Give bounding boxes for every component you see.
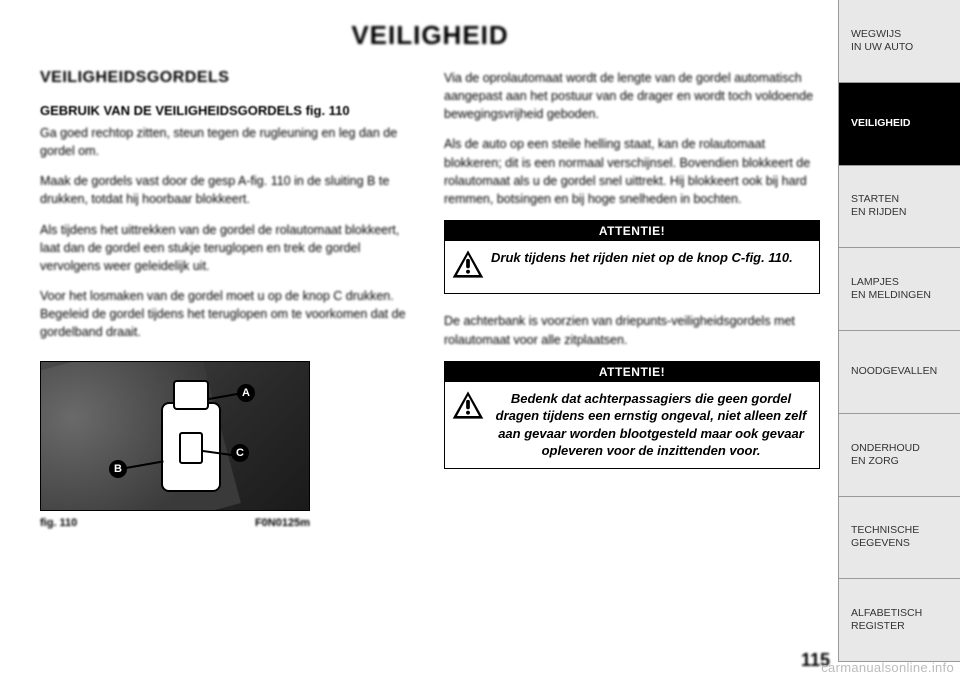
figure-number: fig. 110 [40, 517, 77, 529]
warning-text-1: Druk tijdens het rijden niet op de knop … [491, 247, 811, 286]
content-columns: VEILIGHEIDSGORDELS GEBRUIK VAN DE VEILIG… [40, 69, 820, 529]
watermark: carmanualsonline.info [821, 660, 954, 675]
figure-code: F0N0125m [255, 517, 310, 529]
release-button-shape [179, 432, 203, 464]
sidebar-label: STARTENEN RIJDEN [851, 193, 906, 219]
warning-body-2: Bedenk dat achterpassagiers die geen gor… [445, 382, 819, 468]
body-para-r3: De achterbank is voorzien van driepunts-… [444, 312, 820, 348]
body-para-2: Maak de gordels vast door de gesp A-fig.… [40, 172, 416, 208]
warning-title-2: ATTENTIE! [445, 362, 819, 382]
warning-triangle-icon [451, 388, 485, 460]
sidebar-label: VEILIGHEID [851, 117, 911, 130]
sidebar-label: ONDERHOUDEN ZORG [851, 442, 920, 468]
left-column: VEILIGHEIDSGORDELS GEBRUIK VAN DE VEILIG… [40, 69, 416, 529]
sidebar-label: TECHNISCHEGEGEVENS [851, 524, 919, 550]
sidebar-tab-veiligheid[interactable]: VEILIGHEID [838, 83, 960, 166]
sidebar-label: ALFABETISCHREGISTER [851, 607, 922, 633]
warning-box-1: ATTENTIE! Druk tijdens het rijden niet o… [444, 220, 820, 295]
sidebar-nav: WEGWIJSIN UW AUTO VEILIGHEID STARTENEN R… [838, 0, 960, 662]
sidebar-tab-lampjes[interactable]: LAMPJESEN MELDINGEN [838, 248, 960, 331]
label-a: A [237, 384, 255, 402]
figure-illustration: A B C [40, 361, 310, 511]
section-title: VEILIGHEIDSGORDELS [40, 69, 416, 87]
body-para-3: Als tijdens het uittrekken van de gordel… [40, 221, 416, 275]
right-column: Via de oprolautomaat wordt de lengte van… [444, 69, 820, 529]
sidebar-tab-starten[interactable]: STARTENEN RIJDEN [838, 166, 960, 249]
figure-caption: fig. 110 F0N0125m [40, 517, 310, 529]
warning-title-1: ATTENTIE! [445, 221, 819, 241]
figure-110: A B C fig. 110 F0N0125m [40, 361, 310, 529]
sidebar-tab-noodgevallen[interactable]: NOODGEVALLEN [838, 331, 960, 414]
body-para-r2: Als de auto op een steile helling staat,… [444, 135, 820, 208]
body-para-4: Voor het losmaken van de gordel moet u o… [40, 287, 416, 341]
sidebar-tab-technische[interactable]: TECHNISCHEGEGEVENS [838, 497, 960, 580]
page-content: VEILIGHEID VEILIGHEIDSGORDELS GEBRUIK VA… [40, 20, 820, 660]
body-para-r1: Via de oprolautomaat wordt de lengte van… [444, 69, 820, 123]
label-c: C [231, 444, 249, 462]
tongue-shape [173, 380, 209, 410]
lead-a [209, 393, 239, 400]
warning-text-2: Bedenk dat achterpassagiers die geen gor… [491, 388, 811, 460]
warning-triangle-icon [451, 247, 485, 286]
sidebar-label: LAMPJESEN MELDINGEN [851, 276, 931, 302]
body-para-1: Ga goed rechtop zitten, steun tegen de r… [40, 124, 416, 160]
sidebar-label: WEGWIJSIN UW AUTO [851, 28, 913, 54]
sidebar-tab-wegwijs[interactable]: WEGWIJSIN UW AUTO [838, 0, 960, 83]
page-title: VEILIGHEID [40, 20, 820, 51]
warning-box-2: ATTENTIE! Bedenk dat achterpassagiers di… [444, 361, 820, 469]
warning-body-1: Druk tijdens het rijden niet op de knop … [445, 241, 819, 294]
subheading: GEBRUIK VAN DE VEILIGHEIDSGORDELS fig. 1… [40, 103, 416, 118]
sidebar-label: NOODGEVALLEN [851, 365, 937, 378]
sidebar-tab-onderhoud[interactable]: ONDERHOUDEN ZORG [838, 414, 960, 497]
sidebar-tab-alfabetisch[interactable]: ALFABETISCHREGISTER [838, 579, 960, 662]
